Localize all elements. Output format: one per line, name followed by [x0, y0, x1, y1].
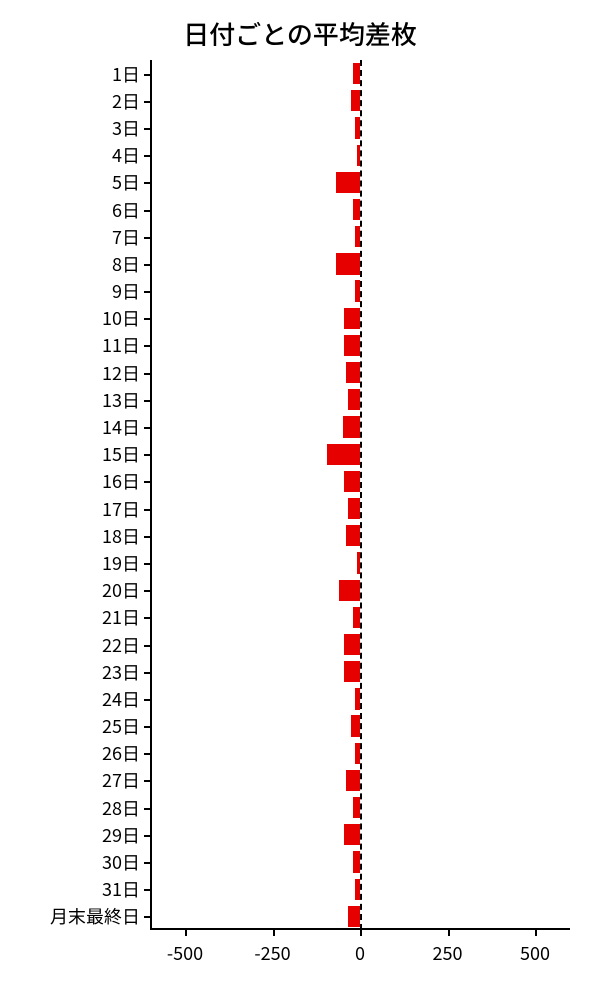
bar — [348, 389, 360, 410]
y-tick-label: 20日 — [102, 577, 150, 603]
bar — [357, 145, 361, 166]
y-tick-label: 27日 — [102, 767, 150, 793]
chart-title: 日付ごとの平均差枚 — [0, 15, 600, 52]
y-tick-label: 11日 — [102, 332, 150, 358]
x-tick-label: 500 — [520, 940, 550, 966]
bar — [355, 879, 360, 900]
y-tick-label: 10日 — [102, 305, 150, 331]
y-tick-label: 7日 — [112, 224, 150, 250]
bar — [353, 63, 360, 84]
y-tick-label: 12日 — [102, 360, 150, 386]
y-tick-label: 29日 — [102, 822, 150, 848]
bar — [344, 634, 360, 655]
bar — [355, 117, 360, 138]
bar — [339, 580, 360, 601]
y-tick-label: 月末最終日 — [50, 903, 150, 929]
bar — [355, 280, 360, 301]
y-tick-label: 2日 — [112, 88, 150, 114]
x-tick — [273, 930, 275, 936]
bar — [346, 770, 360, 791]
bar — [353, 797, 360, 818]
bar — [353, 607, 360, 628]
bar — [355, 743, 360, 764]
y-tick-label: 13日 — [102, 387, 150, 413]
bar — [351, 715, 360, 736]
bar — [344, 471, 360, 492]
y-tick-label: 8日 — [112, 251, 150, 277]
y-tick-label: 4日 — [112, 142, 150, 168]
x-tick — [360, 930, 362, 936]
bar — [346, 362, 360, 383]
bar — [343, 416, 361, 437]
y-tick-label: 18日 — [102, 523, 150, 549]
x-tick-label: 0 — [355, 940, 365, 966]
y-axis-line — [150, 60, 152, 930]
y-tick-label: 15日 — [102, 441, 150, 467]
y-tick-label: 14日 — [102, 414, 150, 440]
bar — [344, 308, 360, 329]
y-tick-label: 19日 — [102, 550, 150, 576]
x-tick-label: 250 — [433, 940, 463, 966]
chart-container: 日付ごとの平均差枚 1日2日3日4日5日6日7日8日9日10日11日12日13日… — [0, 0, 600, 1000]
y-tick-label: 1日 — [112, 61, 150, 87]
x-tick — [535, 930, 537, 936]
y-tick-label: 3日 — [112, 115, 150, 141]
x-tick — [185, 930, 187, 936]
y-tick-label: 17日 — [102, 496, 150, 522]
y-tick-label: 28日 — [102, 795, 150, 821]
y-tick-label: 23日 — [102, 659, 150, 685]
bar — [355, 688, 360, 709]
y-tick-label: 16日 — [102, 468, 150, 494]
bar — [327, 444, 360, 465]
bar — [344, 335, 360, 356]
bar — [357, 552, 361, 573]
bar — [346, 525, 360, 546]
y-tick-label: 21日 — [102, 604, 150, 630]
plot-area: 1日2日3日4日5日6日7日8日9日10日11日12日13日14日15日16日1… — [150, 60, 570, 930]
bar — [336, 253, 361, 274]
y-tick-label: 9日 — [112, 278, 150, 304]
y-tick-label: 5日 — [112, 169, 150, 195]
y-tick-label: 24日 — [102, 686, 150, 712]
x-tick-label: -500 — [167, 940, 203, 966]
bar — [344, 824, 360, 845]
bar — [353, 199, 360, 220]
y-tick-label: 6日 — [112, 197, 150, 223]
bar — [355, 226, 360, 247]
bar — [336, 172, 361, 193]
y-tick-label: 26日 — [102, 740, 150, 766]
bar — [348, 906, 360, 927]
x-tick — [448, 930, 450, 936]
zero-line — [360, 60, 362, 930]
bar — [351, 90, 360, 111]
bar — [348, 498, 360, 519]
bar — [344, 661, 360, 682]
y-tick-label: 31日 — [102, 876, 150, 902]
bar — [353, 851, 360, 872]
y-tick-label: 22日 — [102, 632, 150, 658]
x-tick-label: -250 — [254, 940, 290, 966]
y-tick-label: 30日 — [102, 849, 150, 875]
y-tick-label: 25日 — [102, 713, 150, 739]
